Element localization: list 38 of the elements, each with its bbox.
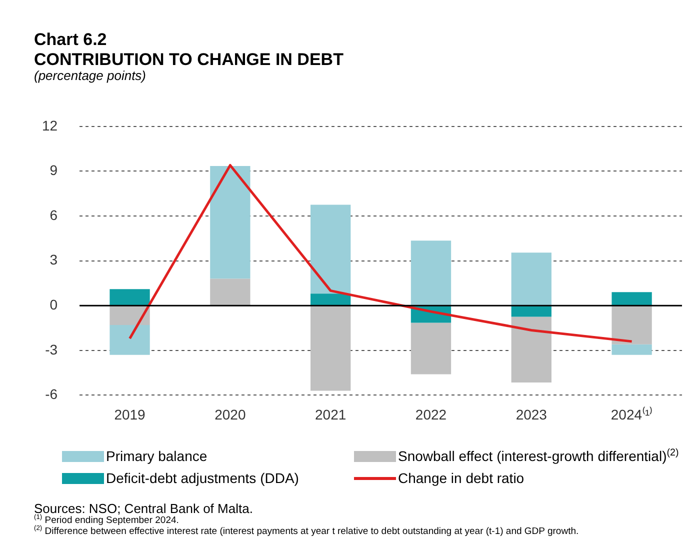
x-tick-label: 2019: [114, 406, 146, 422]
bar: [210, 278, 250, 306]
bar: [110, 306, 150, 326]
y-tick-label: 0: [50, 296, 58, 312]
bar: [310, 306, 351, 391]
y-tick-label: -3: [45, 341, 58, 358]
bar: [310, 204, 351, 294]
bar: [310, 294, 351, 306]
x-tick-label: 2020: [214, 406, 246, 422]
bar: [612, 306, 652, 344]
bar: [410, 240, 452, 306]
chart-subtitle: CONTRIBUTION TO CHANGE IN DEBT: [34, 50, 344, 69]
bar: [511, 306, 552, 317]
x-tick-label: 2023: [516, 406, 548, 422]
bar: [210, 166, 250, 279]
y-tick-label: 12: [42, 117, 58, 134]
y-tick-label: 6: [50, 206, 58, 223]
text: $^{(2)}$ Difference between effective interest rate (interest payments at year t relative to debt outstanding at year (t-1) and GDP growth.: [34, 524, 579, 537]
y-tick-label: -6: [45, 386, 58, 402]
legend-label: Change in debt ratio: [398, 470, 524, 486]
y-axis-title: (percentage points): [34, 68, 146, 83]
bar: [410, 322, 452, 374]
text: $^{(1)}$ Period ending September 2024.: [34, 514, 180, 526]
bar: [612, 292, 652, 306]
legend-label: Deficit-debt adjustments (DDA): [106, 470, 299, 486]
y-tick-label: 9: [50, 162, 58, 178]
y-tick-label: 3: [50, 252, 58, 268]
bar: [612, 344, 652, 355]
bar: [110, 325, 150, 355]
x-tick-label: 2024⁽¹⁾: [610, 406, 653, 422]
legend-label: Primary balance: [106, 448, 208, 464]
chart-title: Chart 6.2: [34, 30, 107, 49]
bar: [110, 289, 150, 306]
bar: [511, 252, 552, 306]
bar: [511, 316, 552, 383]
x-tick-label: 2021: [315, 406, 346, 422]
legend-label: Snowball effect (interest-growth differential)$^{(2)}$: [398, 447, 679, 464]
x-tick-label: 2022: [415, 406, 447, 422]
